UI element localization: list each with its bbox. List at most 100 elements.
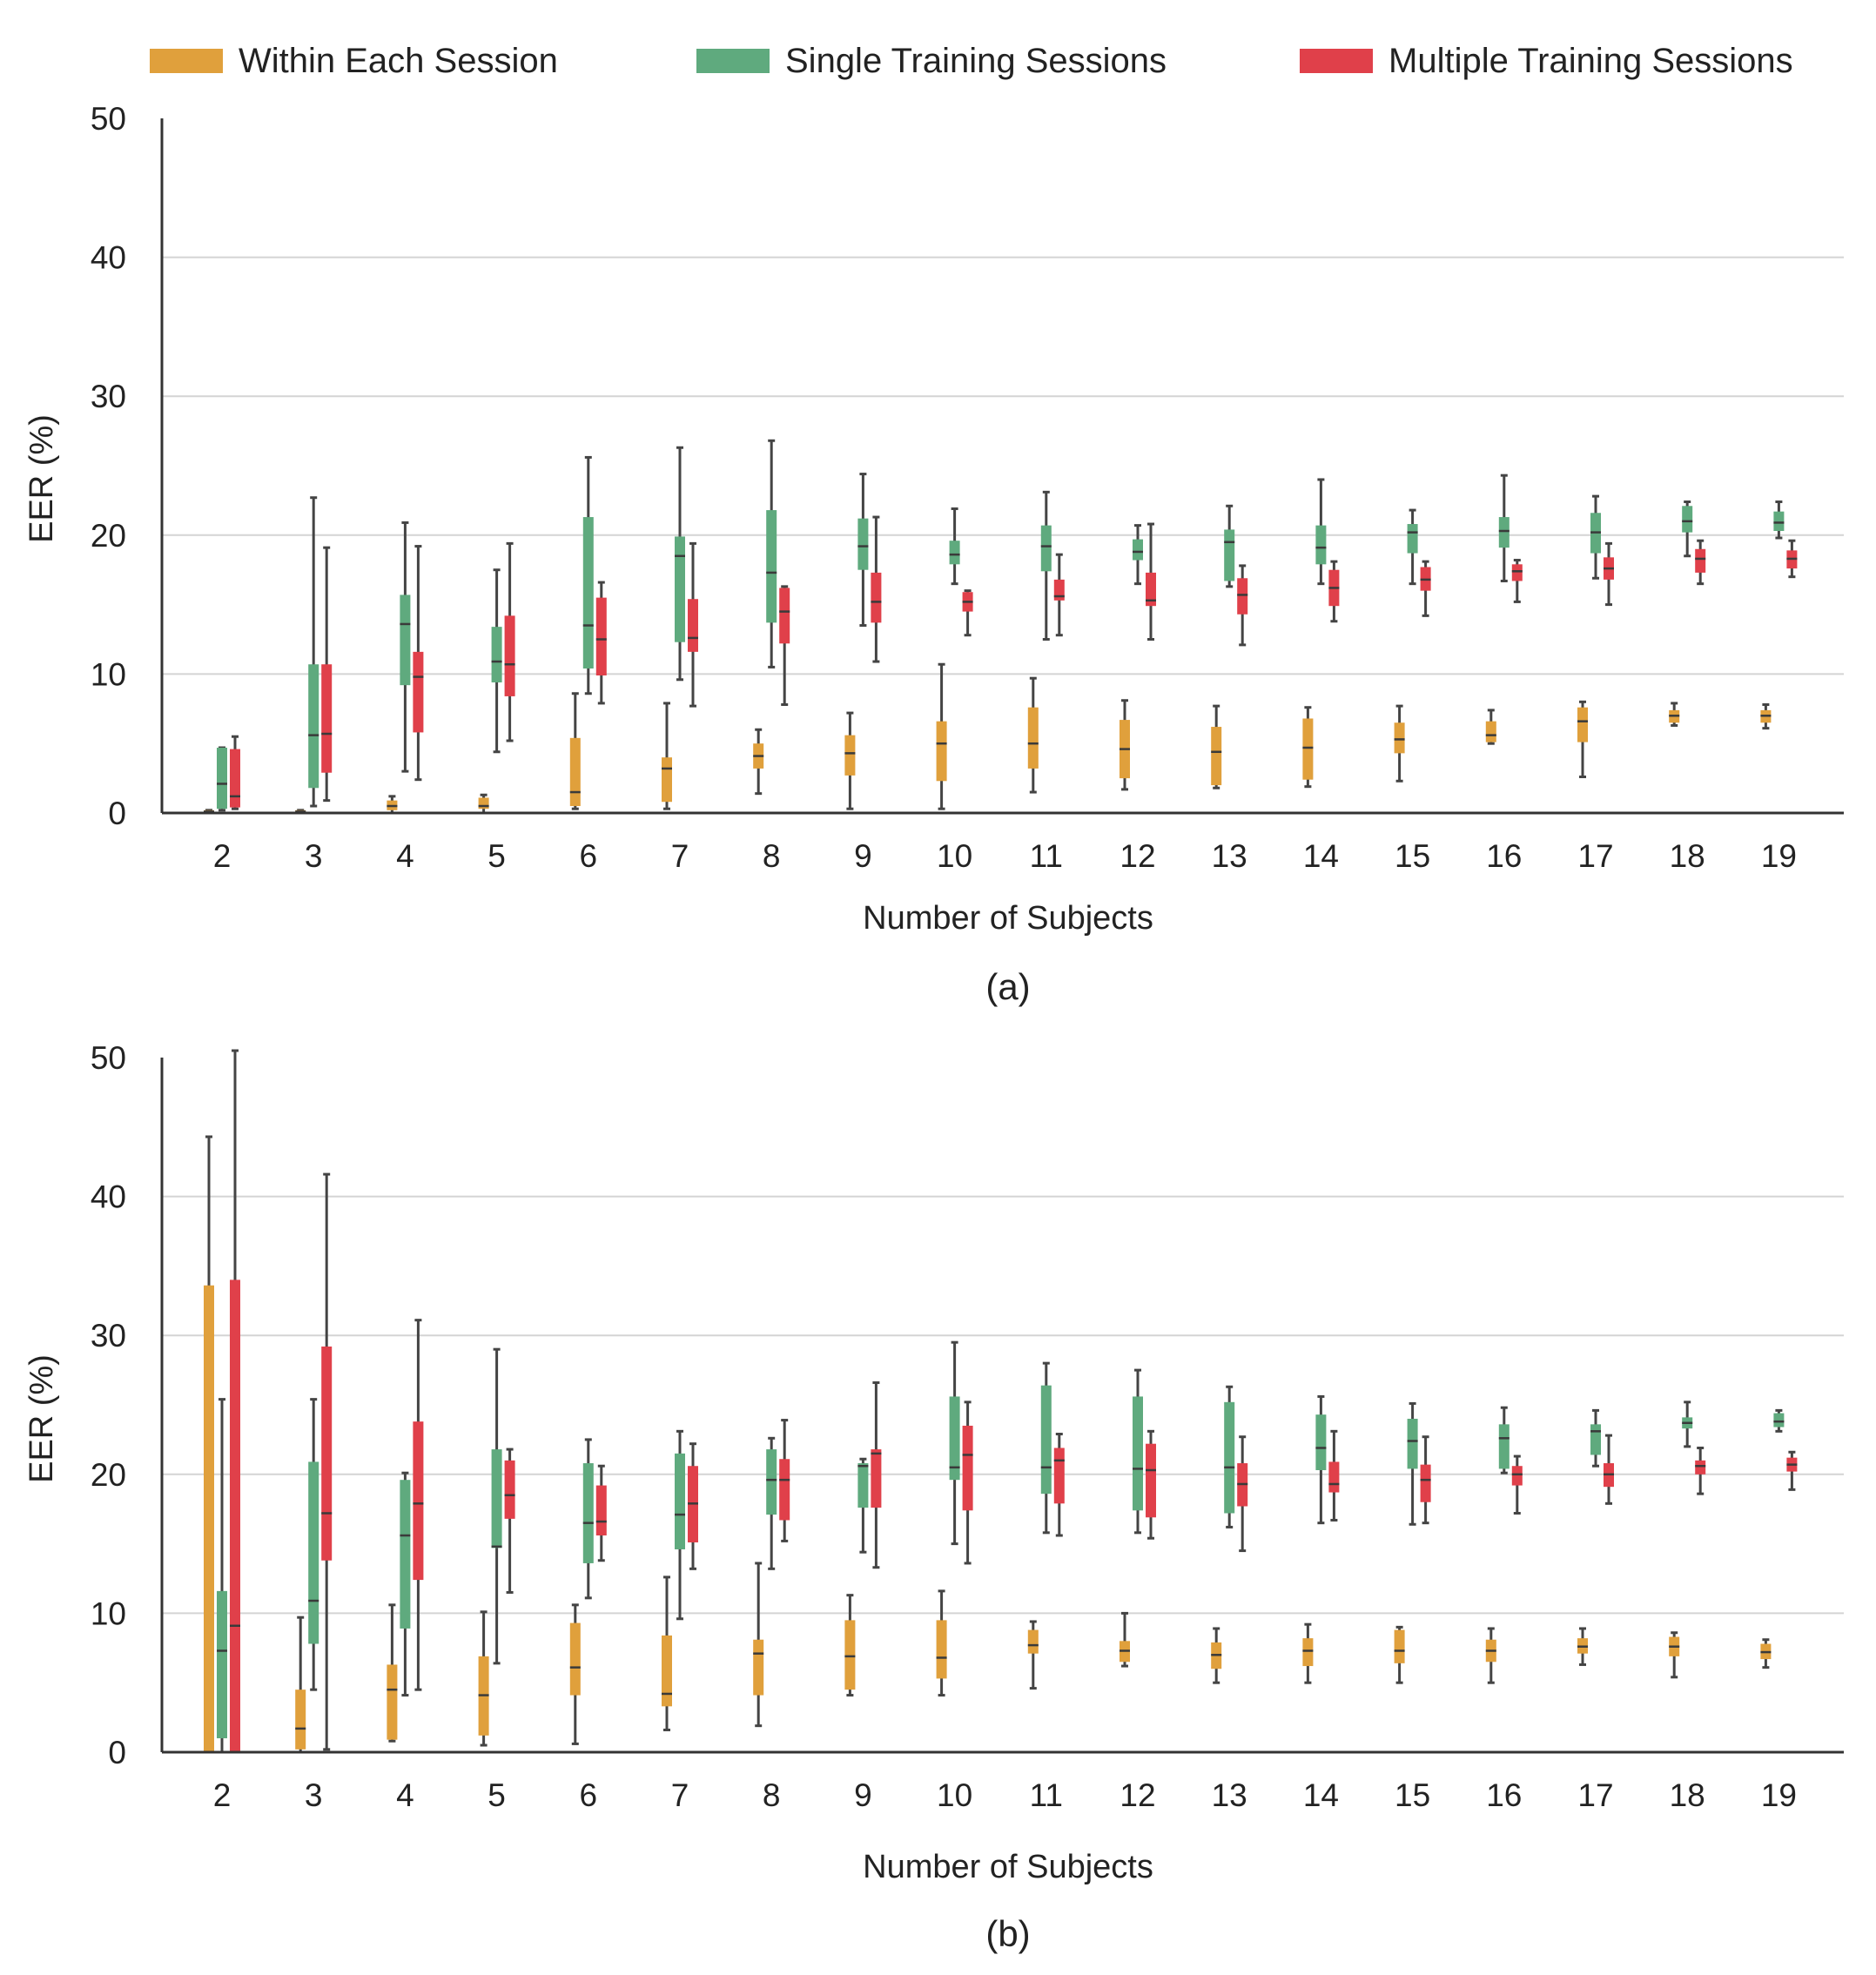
- panel-b-box-within-16: [1485, 1627, 1496, 1684]
- panel-b-y-axis-title: EER (%): [24, 1354, 60, 1483]
- panel-a-gridlines: [162, 256, 1844, 675]
- panel-a-y-tick-label: 20: [91, 518, 126, 554]
- panel-b-caption: (b): [985, 1913, 1030, 1954]
- panel-a-box-multiple-11: [1053, 553, 1065, 637]
- box-iqr: [1133, 1396, 1143, 1511]
- box-iqr: [569, 737, 581, 807]
- box-iqr: [1224, 529, 1235, 581]
- panel-b-x-tick-label: 16: [1486, 1777, 1522, 1813]
- panel-b-box-within-17: [1577, 1627, 1588, 1666]
- panel-b-box-multiple-18: [1695, 1446, 1706, 1495]
- panel-a-box-within-5: [478, 793, 489, 815]
- panel-a-box-single-6: [582, 455, 594, 695]
- panel-b-box-single-3: [308, 1398, 319, 1691]
- box-iqr: [595, 1485, 607, 1536]
- panel-a: 0 10 20 30 40 50 2 3 4 5 6 7 8 9 10 11 12 13 14 15 16 17 18 19…: [24, 101, 1844, 1007]
- panel-b-y-ticks: 0 10 20 30 40 50: [91, 1040, 126, 1770]
- panel-a-box-within-11: [1027, 676, 1039, 794]
- panel-b-box-within-7: [662, 1575, 672, 1731]
- panel-a-box-multiple-12: [1146, 522, 1156, 641]
- panel-a-box-within-19: [1760, 703, 1772, 730]
- panel-b-box-within-9: [844, 1594, 856, 1697]
- panel-b-box-single-6: [582, 1438, 594, 1600]
- box-iqr: [1394, 1629, 1405, 1663]
- box-iqr: [949, 541, 960, 565]
- panel-b: 0 10 20 30 40 50 2 3 4 5 6 7 8 9 10 11 12 13 14 15 16 17 18 19…: [24, 1040, 1844, 1954]
- box-iqr: [1315, 1414, 1327, 1471]
- panel-b-x-tick-label: 11: [1030, 1777, 1063, 1813]
- panel-b-x-tick-label: 3: [305, 1777, 323, 1813]
- panel-b-y-tick-label: 40: [91, 1179, 126, 1215]
- panel-b-x-tick-label: 18: [1670, 1777, 1705, 1813]
- box-iqr: [217, 747, 227, 809]
- panel-b-box-multiple-12: [1146, 1429, 1156, 1540]
- panel-b-x-tick-label: 10: [937, 1777, 972, 1813]
- panel-a-box-single-19: [1773, 500, 1785, 540]
- panel-a-box-within-18: [1669, 702, 1680, 727]
- box-iqr: [662, 757, 672, 803]
- box-iqr: [1027, 1629, 1039, 1654]
- legend-swatch-single: [696, 49, 770, 73]
- panel-b-box-single-7: [675, 1429, 685, 1621]
- panel-a-y-axis-title: EER (%): [24, 414, 60, 543]
- panel-a-box-within-12: [1120, 699, 1130, 791]
- panel-b-box-multiple-17: [1604, 1434, 1614, 1505]
- box-iqr: [1577, 707, 1588, 742]
- box-iqr: [766, 510, 777, 623]
- panel-a-box-single-2: [217, 746, 227, 812]
- box-iqr: [1027, 707, 1039, 769]
- panel-a-x-tick-label: 9: [854, 838, 872, 874]
- panel-a-box-multiple-7: [688, 541, 698, 708]
- panel-a-y-tick-label: 30: [91, 379, 126, 414]
- panel-b-x-tick-label: 12: [1120, 1777, 1155, 1813]
- panel-b-x-tick-label: 14: [1303, 1777, 1339, 1813]
- box-iqr: [1053, 1448, 1065, 1504]
- panel-a-x-tick-label: 14: [1303, 838, 1339, 874]
- box-iqr: [230, 1280, 240, 1752]
- panel-b-box-single-2: [217, 1398, 227, 1754]
- panel-b-box-within-6: [569, 1603, 581, 1745]
- panel-b-x-tick-label: 5: [487, 1777, 506, 1813]
- panel-b-box-single-12: [1133, 1368, 1143, 1535]
- panel-b-box-multiple-13: [1237, 1435, 1248, 1553]
- box-iqr: [1328, 1461, 1340, 1493]
- panel-a-box-single-7: [675, 446, 685, 682]
- panel-a-y-tick-label: 0: [108, 796, 126, 831]
- panel-b-y-tick-label: 20: [91, 1457, 126, 1493]
- panel-b-x-tick-label: 19: [1761, 1777, 1797, 1813]
- box-iqr: [662, 1635, 672, 1707]
- panel-a-box-single-5: [491, 568, 502, 754]
- panel-b-box-single-17: [1590, 1408, 1601, 1468]
- panel-a-box-multiple-3: [321, 546, 333, 803]
- box-iqr: [1420, 1464, 1431, 1502]
- panel-a-box-single-18: [1682, 500, 1693, 558]
- box-iqr: [478, 797, 489, 809]
- box-iqr: [1040, 525, 1052, 572]
- panel-a-box-within-8: [753, 728, 764, 796]
- box-iqr: [1498, 517, 1510, 548]
- box-iqr: [413, 651, 424, 733]
- box-iqr: [753, 1639, 764, 1696]
- box-iqr: [308, 664, 319, 789]
- panel-a-x-tick-label: 17: [1577, 838, 1613, 874]
- panel-b-box-single-10: [949, 1340, 960, 1546]
- panel-a-box-single-12: [1133, 524, 1143, 586]
- box-iqr: [595, 597, 607, 675]
- panel-b-x-tick-label: 2: [213, 1777, 232, 1813]
- panel-b-box-within-13: [1211, 1627, 1222, 1684]
- panel-b-box-multiple-5: [504, 1448, 515, 1594]
- panel-b-box-single-9: [857, 1457, 869, 1554]
- panel-b-box-within-18: [1669, 1631, 1680, 1679]
- panel-b-box-within-2: [204, 1135, 214, 1754]
- panel-a-box-multiple-15: [1420, 560, 1431, 617]
- box-iqr: [308, 1461, 319, 1644]
- panel-b-box-within-15: [1394, 1625, 1405, 1684]
- panel-a-x-tick-label: 18: [1670, 838, 1705, 874]
- box-iqr: [295, 1689, 306, 1750]
- panel-a-box-within-14: [1302, 706, 1314, 789]
- panel-b-x-tick-label: 9: [854, 1777, 872, 1813]
- panel-b-box-multiple-9: [871, 1380, 882, 1569]
- panel-b-box-multiple-7: [688, 1442, 698, 1570]
- panel-a-y-tick-label: 10: [91, 656, 126, 692]
- box-iqr: [936, 1620, 947, 1679]
